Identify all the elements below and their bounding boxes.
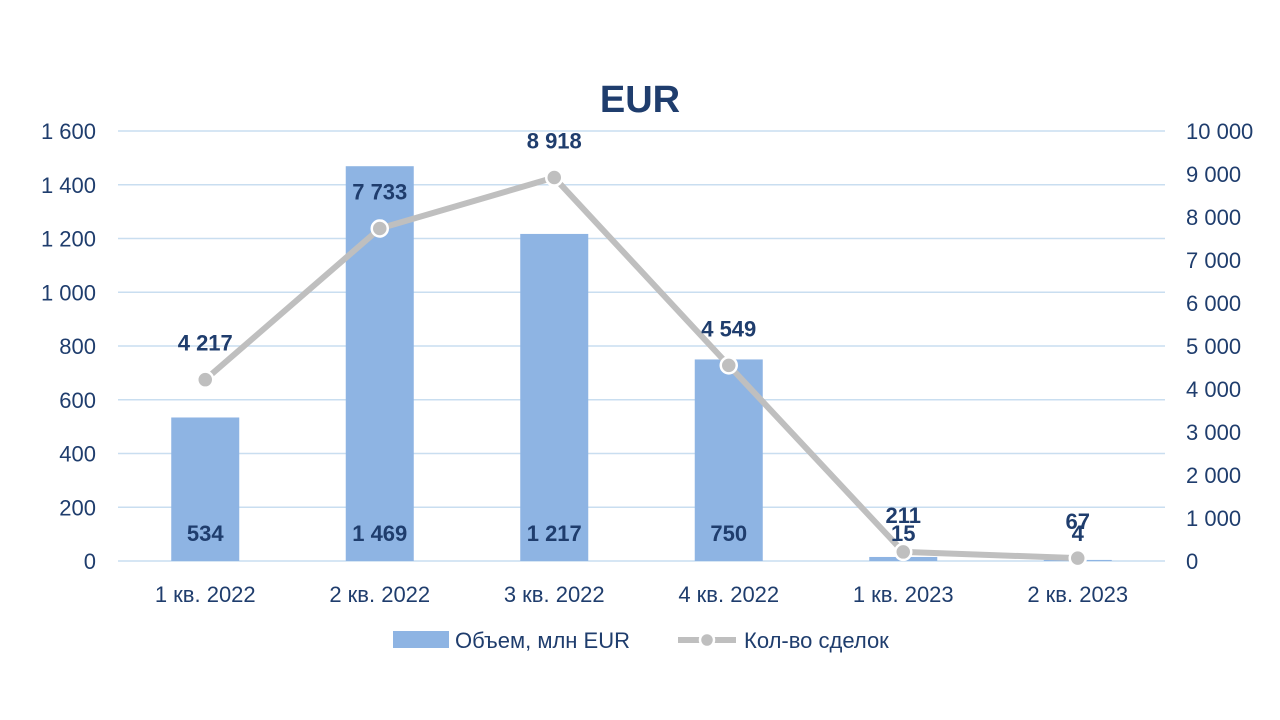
category-label: 1 кв. 2023: [853, 582, 954, 607]
bar-value-label: 534: [187, 521, 224, 546]
left-tick-label: 1 200: [41, 227, 96, 252]
left-tick-label: 800: [59, 334, 96, 359]
right-tick-label: 2 000: [1186, 463, 1241, 488]
bar-value-label: 1 469: [352, 521, 407, 546]
line-point: [370, 219, 389, 238]
series-line: [203, 174, 1078, 562]
left-tick-label: 400: [59, 442, 96, 467]
left-tick-label: 1 000: [41, 280, 96, 305]
right-tick-label: 8 000: [1186, 205, 1241, 230]
category-axis: 1 кв. 2022 2 кв. 2022 3 кв. 2022 4 кв. 2022…: [155, 582, 1128, 607]
line-value-label: 211: [886, 503, 922, 528]
line-point: [719, 356, 738, 375]
left-axis: 0 200 400 600 800 1 000 1 200 1 400 1 600: [41, 119, 96, 574]
category-label: 4 кв. 2022: [678, 582, 779, 607]
left-tick-label: 0: [84, 549, 96, 574]
legend-bar-swatch: [393, 631, 449, 648]
line-value-label: 8 918: [527, 129, 582, 154]
line-value-label: 4 549: [701, 316, 756, 341]
right-tick-label: 1 000: [1186, 506, 1241, 531]
left-tick-label: 1 600: [41, 119, 96, 144]
line-value-label: 67: [1066, 509, 1090, 534]
category-label: 2 кв. 2023: [1027, 582, 1128, 607]
category-label: 1 кв. 2022: [155, 582, 256, 607]
line-point: [545, 168, 564, 187]
right-tick-label: 0: [1186, 549, 1198, 574]
right-tick-label: 9 000: [1186, 162, 1241, 187]
bar: [171, 417, 240, 561]
right-tick-label: 6 000: [1186, 291, 1241, 316]
left-tick-label: 200: [59, 495, 96, 520]
bar-value-label: 1 217: [527, 521, 582, 546]
category-label: 2 кв. 2022: [329, 582, 430, 607]
right-axis: 0 1 000 2 000 3 000 4 000 5 000 6 000 7 000 8 00…: [1186, 119, 1253, 574]
chart-title: EUR: [600, 79, 680, 121]
bar-value-label: 15: [891, 521, 915, 546]
bar-value-label: 750: [710, 521, 747, 546]
right-tick-label: 7 000: [1186, 248, 1241, 273]
line-point: [196, 370, 215, 389]
gridlines: [118, 130, 1165, 562]
line-value-label: 7 733: [352, 179, 407, 204]
bar-value-label: 4: [1072, 521, 1085, 546]
bar-series: [171, 166, 1112, 562]
right-tick-label: 4 000: [1186, 377, 1241, 402]
legend-bar-label: Объем, млн EUR: [455, 628, 630, 653]
left-tick-label: 1 400: [41, 173, 96, 198]
right-tick-label: 3 000: [1186, 420, 1241, 445]
line-series: [196, 168, 1087, 568]
bar: [520, 233, 589, 561]
right-tick-label: 5 000: [1186, 334, 1241, 359]
legend: Объем, млн EUR Кол-во сделок: [393, 628, 889, 653]
data-labels: 534 1 469 1 217 750 15 4 4 217 7 733 8 918 4 549 2…: [178, 129, 1090, 546]
legend-line-marker: [698, 631, 716, 649]
right-tick-label: 10 000: [1186, 119, 1253, 144]
left-tick-label: 600: [59, 388, 96, 413]
legend-line-label: Кол-во сделок: [744, 628, 889, 653]
category-label: 3 кв. 2022: [504, 582, 605, 607]
line-point: [1068, 548, 1087, 568]
line-value-label: 4 217: [178, 331, 233, 356]
line-point: [894, 542, 913, 562]
